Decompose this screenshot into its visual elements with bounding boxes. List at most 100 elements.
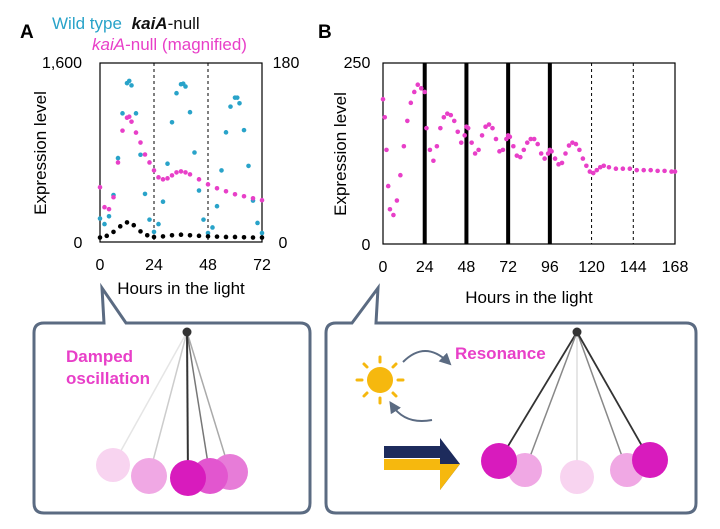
cycle-arrow-bottom-icon xyxy=(389,400,433,422)
chart-a-point-wild-type-5 xyxy=(120,111,125,116)
chart-b-point-68 xyxy=(597,164,603,170)
chart-a-point-kaia-null-magnified-11 xyxy=(142,152,148,157)
chart-a-point-kaia-null-3 xyxy=(117,224,123,229)
chart-a-point-kaia-null-magnified-15 xyxy=(160,177,166,182)
chart-a-point-wild-type-31 xyxy=(228,104,233,109)
legend-magnified-suffix: -null (magnified) xyxy=(125,35,247,54)
chart-b-point-22 xyxy=(448,112,454,118)
callout-resonance: Resonance xyxy=(324,283,698,515)
chart-a-point-wild-type-36 xyxy=(246,163,251,169)
chart-a-xtick-24: 24 xyxy=(145,257,163,274)
chart-b-point-24 xyxy=(455,129,461,135)
chart-a-point-wild-type-18 xyxy=(174,90,179,96)
chart-a-xtick-48: 48 xyxy=(199,257,217,274)
chart-b-point-10 xyxy=(408,100,414,106)
legend-wild-type: Wild type xyxy=(52,14,122,33)
chart-b-point-63 xyxy=(580,156,586,161)
chart-a-series xyxy=(97,78,265,240)
chart-b-point-52 xyxy=(545,151,551,156)
chart-b-point-62 xyxy=(577,147,582,153)
chart-b-xtick-168: 168 xyxy=(662,259,689,276)
pendulum-b-bob-5 xyxy=(632,442,668,478)
chart-a-point-wild-type-21 xyxy=(183,84,188,89)
panel-letter-a: A xyxy=(20,22,34,43)
chart-b-point-26 xyxy=(462,133,467,138)
chart-b-point-33 xyxy=(483,124,488,130)
chart-b-point-0 xyxy=(380,96,386,102)
chart-a-point-kaia-null-13 xyxy=(196,233,202,239)
chart-a-point-kaia-null-magnified-2 xyxy=(106,206,112,212)
chart-b-point-37 xyxy=(497,149,502,154)
chart-a-point-wild-type-7 xyxy=(126,78,132,84)
chart-b-point-50 xyxy=(538,151,544,156)
chart-a-point-kaia-null-magnified-28 xyxy=(250,195,256,201)
chart-b-xlabel: Hours in the light xyxy=(465,288,593,307)
chart-b-point-78 xyxy=(662,168,667,174)
chart-b-point-14 xyxy=(422,89,428,95)
chart-b-point-18 xyxy=(434,143,440,149)
chart-a-point-wild-type-25 xyxy=(201,217,206,222)
pendulum-damped xyxy=(96,327,248,496)
chart-b-point-57 xyxy=(559,160,565,166)
chart-a-point-kaia-null-magnified-1 xyxy=(102,204,107,210)
chart-b-point-47 xyxy=(528,136,534,142)
chart-a-point-kaia-null-magnified-25 xyxy=(223,188,229,194)
chart-a-point-wild-type-27 xyxy=(210,225,215,230)
pendulum-resonance xyxy=(481,327,668,494)
pendulum-a-string-4 xyxy=(186,331,211,477)
chart-a-point-kaia-null-magnified-17 xyxy=(169,173,175,178)
chart-a-point-kaia-null-magnified-7 xyxy=(126,114,132,119)
chart-a-point-kaia-null-1 xyxy=(104,233,110,239)
chart-b-point-38 xyxy=(500,147,506,153)
chart-b-series xyxy=(380,82,678,218)
pendulum-a-string-5 xyxy=(186,331,189,479)
chart-a-point-wild-type-14 xyxy=(156,221,161,227)
chart-a-point-kaia-null-14 xyxy=(205,234,211,239)
chart-a-point-kaia-null-15 xyxy=(214,234,220,239)
chart-a-xlabel: Hours in the light xyxy=(117,279,245,298)
chart-b-xtick-72: 72 xyxy=(499,259,517,276)
chart-a-point-kaia-null-magnified-9 xyxy=(133,130,139,135)
chart-b-point-3 xyxy=(385,183,391,189)
chart-a-point-kaia-null-magnified-24 xyxy=(214,186,220,191)
damped-label-line2: oscillation xyxy=(66,369,150,388)
chart-a-series-wild-type xyxy=(97,78,265,236)
chart-a-point-wild-type-38 xyxy=(255,220,260,226)
chart-a-xtick-0: 0 xyxy=(96,257,105,274)
chart-b-ticks: 0 24 48 72 96 120 144 168 0 250 xyxy=(344,55,689,276)
chart-b-gridlines xyxy=(422,63,634,244)
legend-kaia-null-suffix: -null xyxy=(168,14,200,33)
chart-a-point-wild-type-22 xyxy=(187,109,193,115)
pendulum-a-bob-1 xyxy=(96,448,130,482)
chart-b-point-7 xyxy=(398,172,403,178)
chart-b-point-72 xyxy=(620,166,626,171)
chart-a-ticks: 0 24 48 72 0 1,600 0 180 xyxy=(42,55,299,274)
chart-b-point-6 xyxy=(394,198,400,203)
chart-b-point-20 xyxy=(441,115,447,120)
chart-a-point-kaia-null-7 xyxy=(144,232,150,238)
panel-letter-b: B xyxy=(318,22,332,43)
chart-b-point-66 xyxy=(591,170,596,176)
chart-b-point-77 xyxy=(655,168,660,174)
chart-b-point-59 xyxy=(566,143,572,148)
chart-a-ylabel: Expression level xyxy=(31,91,50,215)
chart-b-point-19 xyxy=(438,125,443,131)
chart-b-point-15 xyxy=(424,125,429,131)
chart-a-ytick-right-min: 0 xyxy=(279,235,288,252)
chart-a-point-wild-type-34 xyxy=(237,100,242,106)
pendulum-a-pivot xyxy=(182,327,192,337)
chart-b-point-46 xyxy=(524,140,530,145)
legend-a-row1: Wild type kaiA-null xyxy=(52,14,200,33)
chart-a-point-kaia-null-magnified-22 xyxy=(196,177,202,182)
chart-a-point-kaia-null-19 xyxy=(250,235,256,240)
chart-b-point-70 xyxy=(606,164,612,170)
pendulum-b-string-5 xyxy=(576,331,651,461)
chart-b-point-45 xyxy=(521,147,527,153)
chart-a-point-kaia-null-2 xyxy=(111,229,116,235)
chart-b-point-71 xyxy=(613,166,619,171)
chart-b-point-65 xyxy=(587,169,593,174)
chart-b-point-1 xyxy=(382,115,388,120)
chart-a-point-wild-type-26 xyxy=(205,230,211,236)
resonance-label: Resonance xyxy=(455,344,546,363)
